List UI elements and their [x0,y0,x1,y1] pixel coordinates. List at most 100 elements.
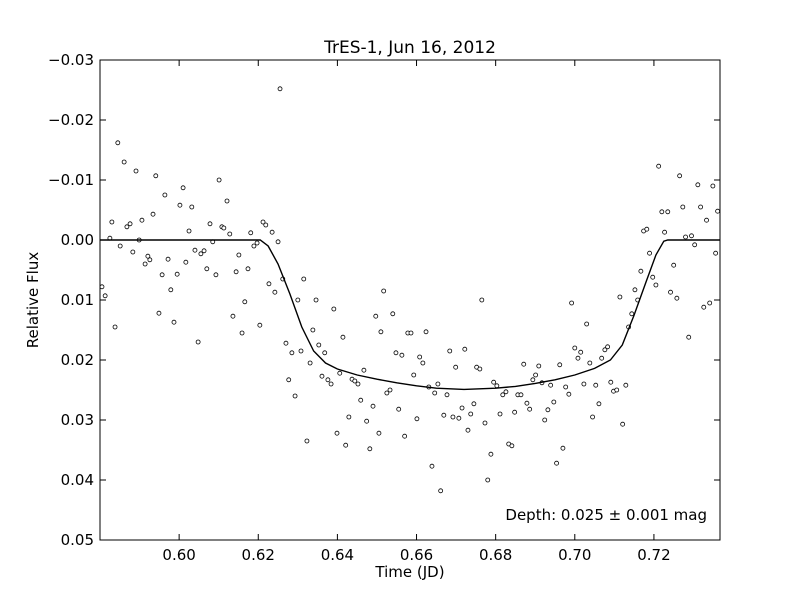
data-point [608,379,614,385]
data-point [438,488,444,494]
data-point [159,272,165,278]
data-point [145,253,151,259]
data-point [482,420,488,426]
data-point [653,282,659,288]
data-point [551,399,557,405]
data-point [236,252,242,258]
data-point [512,409,518,415]
data-point [659,209,665,215]
data-point [286,377,292,383]
data-point [322,350,328,356]
data-point [497,411,503,417]
data-point [704,217,709,223]
y-tick-label: −0.01 [48,171,94,189]
data-point [233,269,239,275]
data-point [569,300,575,306]
data-point [325,377,331,383]
data-point [677,173,683,179]
data-point [266,281,272,287]
data-point [331,306,337,312]
data-point [352,378,358,384]
data-point [142,261,148,267]
data-point [629,311,635,317]
data-point [396,406,402,412]
data-point [328,381,334,387]
data-point [242,299,248,305]
data-point [337,370,343,376]
data-point [509,443,515,449]
data-point [198,251,204,257]
data-point [590,414,595,420]
data-point [715,208,721,214]
data-point [102,293,108,299]
data-point [524,400,530,406]
data-point [316,342,322,348]
data-point [545,407,551,413]
data-point [378,329,384,335]
data-point [671,262,677,268]
data-point [683,234,688,240]
data-point [340,334,346,340]
data-point [174,271,180,277]
data-point [542,417,548,423]
data-point [614,387,620,393]
data-point [572,345,578,351]
data-point [180,185,186,191]
data-point [399,352,405,358]
data-point [248,230,254,236]
data-point [195,339,201,345]
data-point [408,330,414,336]
data-point [207,221,213,227]
data-point [521,361,527,367]
data-point [186,228,192,234]
data-point [171,319,177,325]
x-axis-label: Time (JD) [374,563,444,581]
data-point [99,284,105,290]
data-point [587,360,593,366]
data-point [713,250,719,256]
data-point [423,329,429,335]
data-point [698,204,704,210]
data-point [674,295,680,301]
data-point [620,421,626,427]
data-point [491,379,497,385]
data-point [462,346,468,352]
data-point [304,438,310,444]
data-point [216,177,222,183]
data-point [376,430,382,436]
data-point [263,222,269,228]
y-tick-label: 0.05 [61,531,94,549]
plot-frame [99,59,721,541]
y-tick-label: 0.03 [61,411,94,429]
data-point [298,348,304,354]
data-point [710,183,716,189]
data-point [364,418,370,424]
data-point [150,211,156,217]
data-point [221,225,227,231]
data-point [701,304,707,310]
data-point [367,446,373,452]
data-point [596,401,602,407]
data-point [168,287,174,293]
data-point [358,397,364,403]
data-point [313,297,319,303]
data-point [260,219,266,225]
data-point [581,381,587,387]
data-point [456,415,462,421]
data-point [112,324,118,330]
data-point [623,382,629,388]
x-tick-label: 0.70 [558,546,591,564]
data-point [441,412,447,418]
data-point [346,414,352,420]
x-tick-label: 0.68 [479,546,512,564]
data-point [201,248,207,254]
data-point [707,300,713,306]
data-point [393,350,399,356]
data-point [153,173,159,179]
data-point [686,334,692,340]
data-point [599,355,605,361]
data-point [527,406,533,412]
data-point [411,372,417,378]
data-point [292,393,298,399]
